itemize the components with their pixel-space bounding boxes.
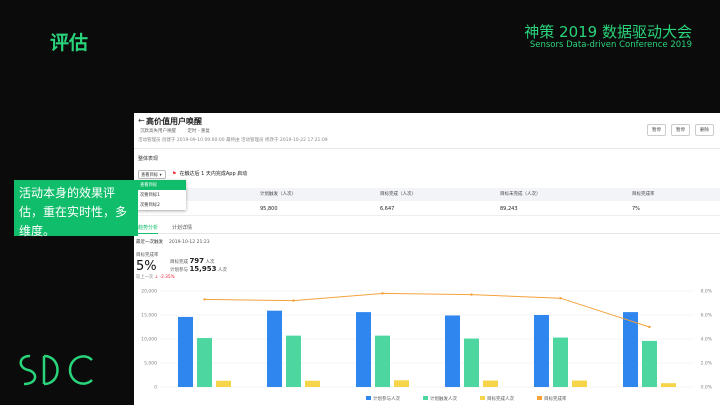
rate-point (381, 292, 384, 295)
stat-participants: 计划参与 15,953 人次 (170, 265, 227, 273)
legend-swatch (366, 396, 371, 400)
analysis-tabs: 趋势分析 计划详情 (134, 222, 720, 234)
goal-option-secondary-2[interactable]: 次要目标2 (140, 203, 160, 208)
bar (375, 335, 390, 387)
goal-select[interactable]: 查看目标 ▾ (138, 170, 166, 179)
y2-tick-label: 4.0% (701, 337, 713, 343)
bar (216, 380, 231, 387)
bar (178, 316, 193, 387)
rate-point (470, 293, 473, 296)
legend-swatch (423, 396, 428, 400)
stop-button[interactable]: 暂停 (671, 124, 690, 136)
bar (534, 315, 549, 387)
cell-completed: 6,647 (380, 206, 395, 212)
bar (305, 380, 320, 387)
delete-button[interactable]: 删除 (695, 124, 714, 136)
plan-title: 高价值用户唤醒 (146, 117, 202, 126)
goal-option-secondary-1[interactable]: 次要目标1 (140, 193, 160, 198)
rate-point (203, 298, 206, 301)
rate-line (204, 292, 650, 328)
trend-chart: 20,000 8.0% 15,000 6.0% 10,000 4.0% 5,000 2.0% 0… (141, 289, 713, 403)
rate-point (559, 297, 562, 300)
y2-tick-label: 2.0% (701, 361, 713, 367)
y-tick-label: 15,000 (141, 313, 157, 319)
tab-trend[interactable]: 趋势分析 (138, 224, 159, 234)
cell-incomplete: 89,243 (500, 206, 518, 212)
flag-icon: ⚑ (172, 171, 177, 177)
bar (356, 312, 371, 387)
legend-label: 计划触发人次 (430, 395, 457, 402)
callout-box: 活动本身的效果评估，重在实时性，多维度。 (14, 180, 138, 238)
cell-triggered: 95,800 (260, 206, 278, 212)
rate-delta: 较上一次 ↓ -2.35% (136, 275, 175, 280)
overview-section-title: 整体表现 (138, 156, 159, 162)
rate-point (648, 325, 651, 329)
bar (642, 340, 657, 387)
bar (394, 380, 409, 387)
plan-tags: 沉默高失用户唤醒 定时 - 重复 (140, 128, 220, 134)
tab-plan-detail[interactable]: 计划详情 (172, 225, 193, 231)
bar (483, 380, 498, 387)
bar (464, 338, 479, 387)
conference-title-cn: 神策 2019 数据驱动大会 (524, 23, 692, 41)
bar (445, 315, 460, 387)
goal-option-main[interactable]: 查看目标 (136, 180, 186, 190)
col-completed: 目标完成（人次） (380, 192, 416, 197)
overview-table-header: 计划触发（人次） 目标完成（人次） 目标未完成（人次） 目标完成率 (134, 188, 720, 201)
slide-title: 评估 (50, 32, 89, 54)
back-arrow-icon[interactable]: ← (138, 116, 145, 125)
overview-table-row: 96,860 95,800 6,647 89,243 7% (134, 202, 720, 216)
legend-swatch (537, 396, 542, 400)
bar (623, 312, 638, 387)
legend-label: 目标完成率 (544, 395, 567, 402)
bar (553, 337, 568, 387)
bar (661, 383, 676, 387)
y-tick-label: 0 (154, 385, 157, 391)
y2-tick-label: 0.0% (701, 385, 713, 391)
last-trigger: 最近一次触发 2019-10-12 21:23 (136, 240, 210, 245)
sdc-logo (19, 354, 93, 386)
stat-completed: 目标完成 797 人次 (170, 257, 215, 265)
plan-meta: 活动管理员 创建于 2019-09-10 09:00:00 最终由 活动管理员 … (138, 138, 328, 143)
y2-tick-label: 8.0% (701, 289, 713, 295)
col-rate: 目标完成率 (632, 192, 655, 197)
y-tick-label: 5,000 (144, 361, 157, 367)
bar (286, 335, 301, 387)
bar (267, 310, 282, 387)
y-tick-label: 20,000 (141, 289, 157, 295)
y-tick-label: 10,000 (141, 337, 157, 343)
goal-dropdown: 查看目标 次要目标1 次要目标2 (136, 180, 186, 210)
plan-tag-audience: 沉默高失用户唤醒 (140, 129, 176, 134)
legend-label: 计划参与人次 (373, 395, 400, 402)
col-triggered: 计划触发（人次） (260, 192, 296, 197)
legend-swatch (480, 396, 485, 400)
app-panel: ← 高价值用户唤醒 沉默高失用户唤醒 定时 - 重复 活动管理员 创建于 201… (134, 113, 720, 405)
conference-title-en: Sensors Data-driven Conference 2019 (529, 40, 692, 50)
plan-tag-schedule: 定时 - 重复 (187, 129, 210, 134)
legend-label: 目标完成人次 (487, 395, 514, 402)
bar (197, 338, 212, 387)
rate-value: 5% (136, 259, 157, 274)
plan-header: ← 高价值用户唤醒 沉默高失用户唤醒 定时 - 重复 活动管理员 创建于 201… (134, 113, 720, 149)
rate-point (292, 299, 295, 302)
pause-button[interactable]: 暂停 (647, 124, 666, 136)
rate-label: 目标完成率 (136, 253, 159, 258)
col-incomplete: 目标未完成（人次） (500, 192, 541, 197)
cell-rate: 7% (632, 206, 640, 212)
bar (572, 380, 587, 387)
goal-description: ⚑ 在触达后 1 天内完成App 启动 (172, 171, 248, 177)
y2-tick-label: 6.0% (701, 313, 713, 319)
